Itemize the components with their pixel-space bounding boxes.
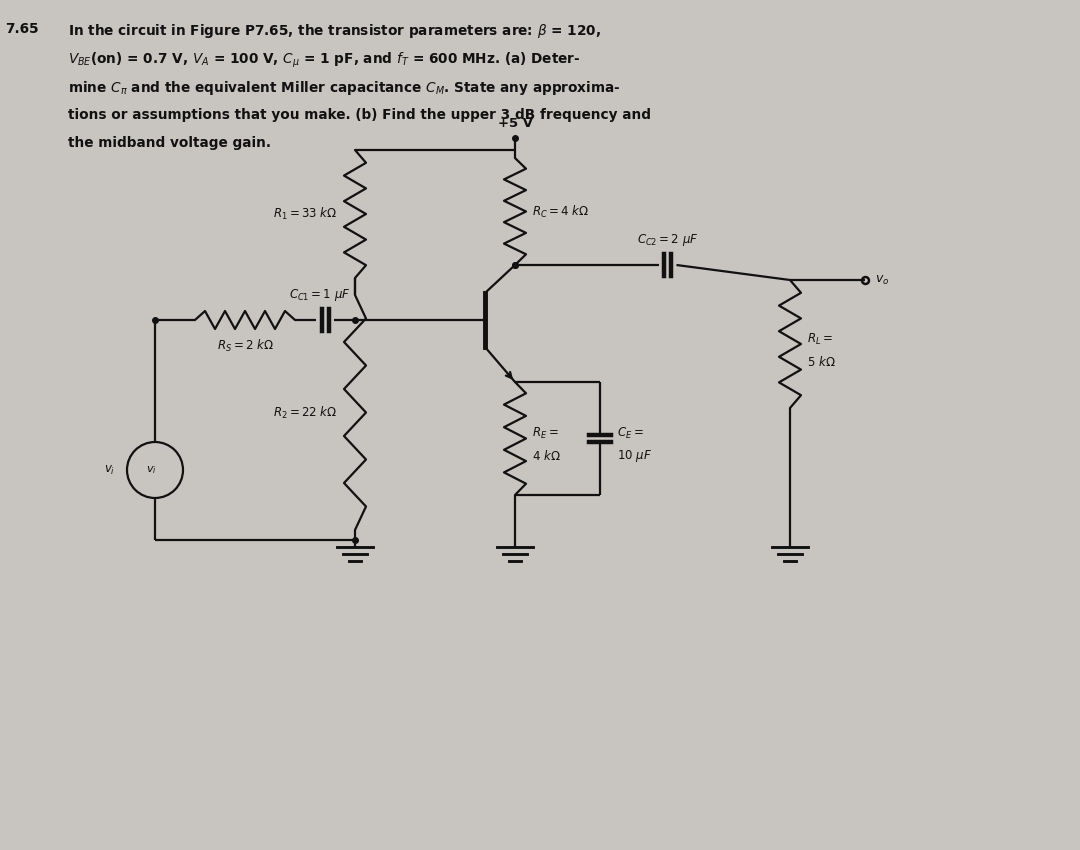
Text: tions or assumptions that you make. (b) Find the upper 3 dB frequency and: tions or assumptions that you make. (b) … — [68, 107, 651, 122]
Text: $10\ \mu F$: $10\ \mu F$ — [617, 449, 652, 464]
Text: $4\ k\Omega$: $4\ k\Omega$ — [532, 450, 561, 463]
Text: $C_{C1} = 1\ \mu F$: $C_{C1} = 1\ \mu F$ — [289, 287, 351, 303]
Text: $R_2 = 22\ k\Omega$: $R_2 = 22\ k\Omega$ — [272, 405, 337, 421]
Text: $R_E =$: $R_E =$ — [532, 426, 558, 441]
Text: $R_C = 4\ k\Omega$: $R_C = 4\ k\Omega$ — [532, 203, 590, 219]
Text: $C_{C2} = 2\ \mu F$: $C_{C2} = 2\ \mu F$ — [637, 232, 699, 248]
Text: $v_i$: $v_i$ — [104, 463, 114, 477]
Text: $V_{BE}$(on) = 0.7 V, $V_A$ = 100 V, $C_{\mu}$ = 1 pF, and $f_T$ = 600 MHz. (a) : $V_{BE}$(on) = 0.7 V, $V_A$ = 100 V, $C_… — [68, 50, 581, 70]
Text: $R_S = 2\ k\Omega$: $R_S = 2\ k\Omega$ — [217, 338, 273, 354]
Text: $C_E =$: $C_E =$ — [617, 426, 644, 441]
Text: +5 V: +5 V — [498, 117, 532, 130]
Text: the midband voltage gain.: the midband voltage gain. — [68, 136, 271, 150]
Text: $R_L =$: $R_L =$ — [807, 332, 833, 347]
Text: $R_1 = 33\ k\Omega$: $R_1 = 33\ k\Omega$ — [272, 206, 337, 222]
Text: $5\ k\Omega$: $5\ k\Omega$ — [807, 355, 836, 369]
Text: $v_i$: $v_i$ — [146, 464, 157, 476]
Text: In the circuit in Figure P7.65, the transistor parameters are: $\beta$ = 120,: In the circuit in Figure P7.65, the tran… — [68, 22, 600, 40]
Text: mine $C_{\pi}$ and the equivalent Miller capacitance $C_M$. State any approxima-: mine $C_{\pi}$ and the equivalent Miller… — [68, 79, 621, 97]
Text: $v_o$: $v_o$ — [875, 274, 889, 286]
Text: 7.65: 7.65 — [5, 22, 39, 36]
